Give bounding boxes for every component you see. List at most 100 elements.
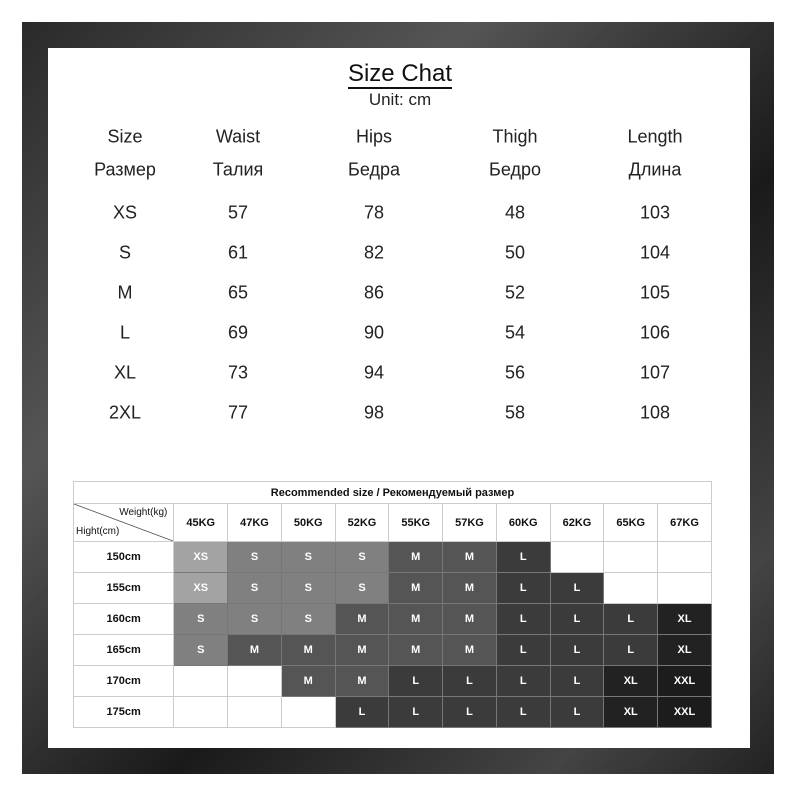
size-recommendation-cell: M (280, 634, 336, 666)
table-row: 150cm XS S S S M M L (72, 541, 712, 573)
size-cell: 61 (227, 242, 249, 263)
size-recommendation-cell (280, 696, 336, 728)
title-text: Size Chat (347, 60, 453, 89)
size-cell: 82 (363, 242, 385, 263)
size-cell: XS (112, 202, 138, 223)
weight-label: Weight(kg) (119, 507, 168, 518)
size-recommendation-cell: S (173, 603, 229, 635)
axis-header-cell: Weight(kg) Hight(cm) (72, 503, 175, 542)
size-recommendation-cell: XXL (657, 696, 712, 728)
size-recommendation-cell: L (495, 541, 551, 573)
size-cell: 56 (504, 362, 526, 383)
weight-header: 65KG (603, 503, 659, 542)
size-recommendation-cell: L (388, 696, 444, 728)
size-cell: 108 (639, 402, 671, 423)
size-recommendation-cell: L (549, 665, 605, 697)
size-cell: 52 (504, 282, 526, 303)
size-cell: 50 (504, 242, 526, 263)
size-cell: 90 (363, 322, 385, 343)
weight-header: 55KG (388, 503, 444, 542)
column-header-en: Hips (355, 126, 393, 147)
column-header-ru: Размер (94, 159, 156, 180)
size-cell: 107 (639, 362, 671, 383)
size-recommendation-cell (173, 665, 229, 697)
weight-header: 47KG (227, 503, 282, 542)
size-cell: 78 (363, 202, 385, 223)
size-recommendation-cell (603, 572, 659, 604)
height-label: Hight(cm) (76, 526, 120, 537)
size-recommendation-cell: L (495, 603, 551, 635)
size-recommendation-cell: XS (173, 572, 229, 604)
weight-header: 62KG (549, 503, 605, 542)
size-recommendation-cell (227, 696, 282, 728)
height-header: 155cm (72, 572, 175, 604)
size-cell: 58 (504, 402, 526, 423)
height-header: 175cm (72, 696, 175, 728)
size-recommendation-cell (549, 541, 605, 573)
size-recommendation-cell (173, 696, 229, 728)
size-recommendation-cell: M (388, 634, 444, 666)
table-row: 155cm XS S S S M M L L (72, 572, 712, 604)
size-recommendation-cell: M (227, 634, 282, 666)
size-recommendation-cell: S (173, 634, 229, 666)
height-header: 170cm (72, 665, 175, 697)
size-recommendation-cell: S (227, 603, 282, 635)
column-header-ru: Длина (628, 159, 682, 180)
size-cell: 2XL (108, 402, 142, 423)
unit-label: Unit: cm (368, 90, 432, 109)
weight-header: 60KG (495, 503, 551, 542)
size-cell: 54 (504, 322, 526, 343)
recommended-size-table: Recommended size / Рекомендуемый размер … (72, 481, 712, 728)
size-cell: 105 (639, 282, 671, 303)
column-header-en: Thigh (492, 126, 538, 147)
size-cell: XL (113, 362, 137, 383)
column-header-ru: Бедро (489, 159, 541, 180)
size-recommendation-cell: M (334, 603, 390, 635)
size-recommendation-cell: M (334, 634, 390, 666)
weight-header: 45KG (173, 503, 229, 542)
size-cell: 73 (227, 362, 249, 383)
size-cell: 106 (639, 322, 671, 343)
size-cell: 57 (227, 202, 249, 223)
column-header-en: Size (107, 126, 143, 147)
size-recommendation-cell: XL (603, 696, 659, 728)
size-cell: M (117, 282, 133, 303)
weight-header: 50KG (280, 503, 336, 542)
table-row: 165cm S M M M M M L L L XL (72, 634, 712, 666)
size-cell: 86 (363, 282, 385, 303)
column-header-en: Length (627, 126, 683, 147)
size-recommendation-cell: M (280, 665, 336, 697)
height-header: 165cm (72, 634, 175, 666)
size-recommendation-cell: S (227, 572, 282, 604)
size-recommendation-cell: S (280, 603, 336, 635)
size-cell: 98 (363, 402, 385, 423)
size-recommendation-cell: L (442, 696, 497, 728)
size-recommendation-cell: XL (603, 665, 659, 697)
size-recommendation-cell: M (442, 603, 497, 635)
table-row: 170cm M M L L L L XL XXL (72, 665, 712, 697)
weight-header: 52KG (334, 503, 390, 542)
weight-header: 67KG (657, 503, 712, 542)
size-recommendation-cell: L (549, 572, 605, 604)
size-recommendation-cell (657, 572, 712, 604)
size-recommendation-cell: XS (173, 541, 229, 573)
size-cell: S (118, 242, 132, 263)
size-recommendation-cell: L (495, 696, 551, 728)
column-header-ru: Талия (212, 159, 264, 180)
size-cell: 69 (227, 322, 249, 343)
size-recommendation-cell: L (549, 634, 605, 666)
size-recommendation-cell: S (280, 541, 336, 573)
size-recommendation-cell: L (603, 634, 659, 666)
size-recommendation-cell: S (334, 541, 390, 573)
height-header: 160cm (72, 603, 175, 635)
size-recommendation-cell: XL (657, 634, 712, 666)
size-recommendation-cell: M (442, 541, 497, 573)
size-recommendation-cell (657, 541, 712, 573)
column-header-ru: Бедра (348, 159, 400, 180)
size-recommendation-cell: M (388, 572, 444, 604)
size-recommendation-cell: L (495, 572, 551, 604)
size-recommendation-cell (603, 541, 659, 573)
size-recommendation-cell: M (388, 541, 444, 573)
column-header-en: Waist (215, 126, 261, 147)
size-recommendation-cell: L (495, 634, 551, 666)
